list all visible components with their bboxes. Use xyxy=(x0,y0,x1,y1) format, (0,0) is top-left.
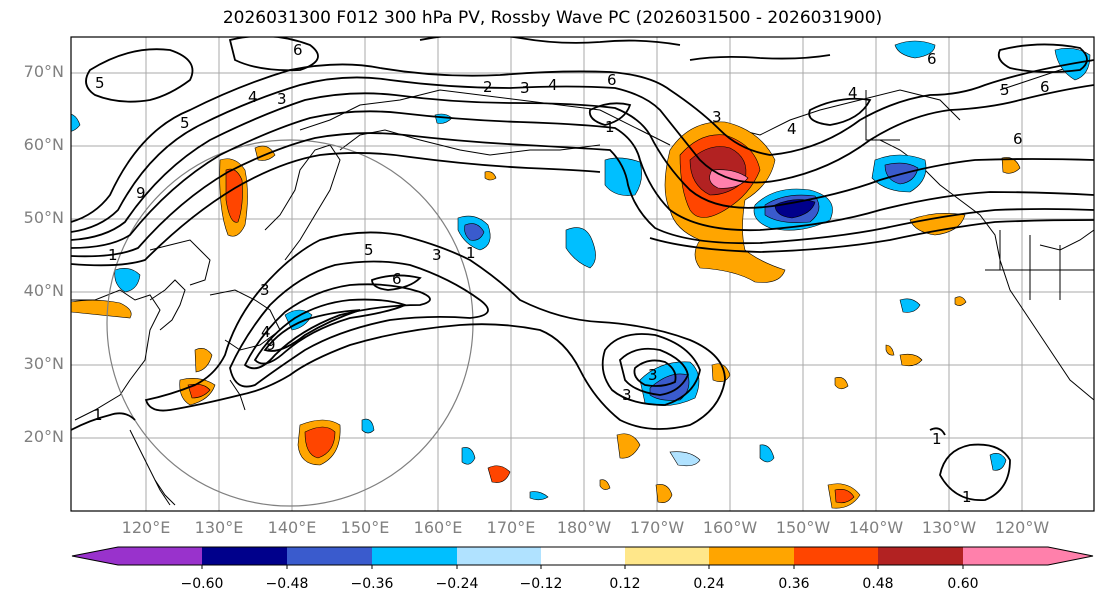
lon-label: 140°E xyxy=(267,518,317,537)
colorbar-tick-label: 0.36 xyxy=(778,576,810,592)
colorbar-segment xyxy=(457,547,541,565)
colorbar-extend-high xyxy=(1048,547,1093,565)
lat-label: 20°N xyxy=(23,427,64,446)
colorbar xyxy=(71,546,1094,569)
lon-label: 150°E xyxy=(340,518,390,537)
colorbar-tick-label: −0.36 xyxy=(350,576,394,592)
contour-label: 6 xyxy=(927,50,937,68)
contour-label: 5 xyxy=(364,241,374,259)
contour-label: 3 xyxy=(520,79,530,97)
contour-label: 4 xyxy=(787,120,797,138)
lat-label: 30°N xyxy=(23,354,64,373)
lat-label: 40°N xyxy=(23,281,64,300)
region-circle xyxy=(106,139,474,507)
contour-label: 3 xyxy=(712,108,722,126)
contour-label: 3 xyxy=(277,90,287,108)
colorbar-segment xyxy=(878,547,963,565)
contour-label: 9 xyxy=(136,184,146,202)
lon-label: 150°W xyxy=(775,518,831,537)
colorbar-segment xyxy=(118,547,202,565)
colorbar-tick-label: 0.12 xyxy=(609,576,641,592)
contour-label: 1 xyxy=(93,406,103,424)
lon-label: 160°W xyxy=(702,518,758,537)
contour-label: 4 xyxy=(548,76,558,94)
lon-label: 120°E xyxy=(121,518,171,537)
map-frame xyxy=(70,36,1095,512)
lat-label: 70°N xyxy=(23,62,64,81)
contour-label: 3 xyxy=(648,366,658,384)
colorbar-segment xyxy=(287,547,372,565)
lon-label: 180°W xyxy=(556,518,612,537)
lon-label: 140°W xyxy=(848,518,904,537)
contour-label: 5 xyxy=(180,114,190,132)
graticule xyxy=(71,37,1094,511)
lon-label: 130°W xyxy=(921,518,977,537)
contour-label: 4 xyxy=(261,323,271,341)
contour-label: 4 xyxy=(248,88,258,106)
lon-label: 130°E xyxy=(194,518,244,537)
contour-label: 1 xyxy=(605,118,615,136)
colorbar-tick-label: −0.12 xyxy=(519,576,563,592)
contour-label: 3 xyxy=(432,246,442,264)
colorbar-segment xyxy=(541,547,625,565)
lon-label: 170°W xyxy=(629,518,685,537)
colorbar-segment xyxy=(625,547,709,565)
colorbar-segment xyxy=(794,547,878,565)
colorbar-segment xyxy=(963,547,1048,565)
contour-label: 3 xyxy=(260,281,270,299)
colorbar-tick-label: −0.48 xyxy=(265,576,309,592)
contour-label: 1 xyxy=(466,244,476,262)
figure-title: 2026031300 F012 300 hPa PV, Rossby Wave … xyxy=(222,8,883,28)
colorbar-tick-label: 0.48 xyxy=(862,576,894,592)
colorbar-segment xyxy=(202,547,287,565)
contour-label: 6 xyxy=(293,41,303,59)
contour-label: 5 xyxy=(95,74,105,92)
colorbar-outline xyxy=(71,546,1094,566)
contour-label: 6 xyxy=(392,270,402,288)
contour-label: 3 xyxy=(622,386,632,404)
contour-label: 2 xyxy=(483,78,493,96)
contour-labels: 5 4 3 5 6 2 3 4 6 1 4 3 4 6 6 5 9 1 5 3 xyxy=(93,41,1050,506)
lon-label: 160°E xyxy=(413,518,463,537)
colorbar-tick-label: 0.60 xyxy=(947,576,979,592)
lon-label: 120°W xyxy=(994,518,1050,537)
contour-label: 1 xyxy=(108,246,118,264)
contour-label: 6 xyxy=(1040,78,1050,96)
contour-label: 6 xyxy=(607,71,617,89)
colorbar-segment xyxy=(372,547,457,565)
lat-label: 60°N xyxy=(23,135,64,154)
colorbar-extend-low xyxy=(72,547,118,565)
contour-label: 5 xyxy=(1000,81,1010,99)
colorbar-tick-label: −0.24 xyxy=(435,576,479,592)
pv-contours xyxy=(71,37,1094,501)
colorbar-tick-label: 0.24 xyxy=(693,576,725,592)
contour-label: 6 xyxy=(1013,130,1023,148)
contour-label: 1 xyxy=(932,430,942,448)
contour-label: 1 xyxy=(962,488,972,506)
colorbar-segment xyxy=(709,547,794,565)
lon-label: 170°E xyxy=(486,518,536,537)
contour-label: 4 xyxy=(848,84,858,102)
colorbar-tick-label: −0.60 xyxy=(180,576,224,592)
lat-label: 50°N xyxy=(23,208,64,227)
contour-label: 9 xyxy=(266,336,276,354)
